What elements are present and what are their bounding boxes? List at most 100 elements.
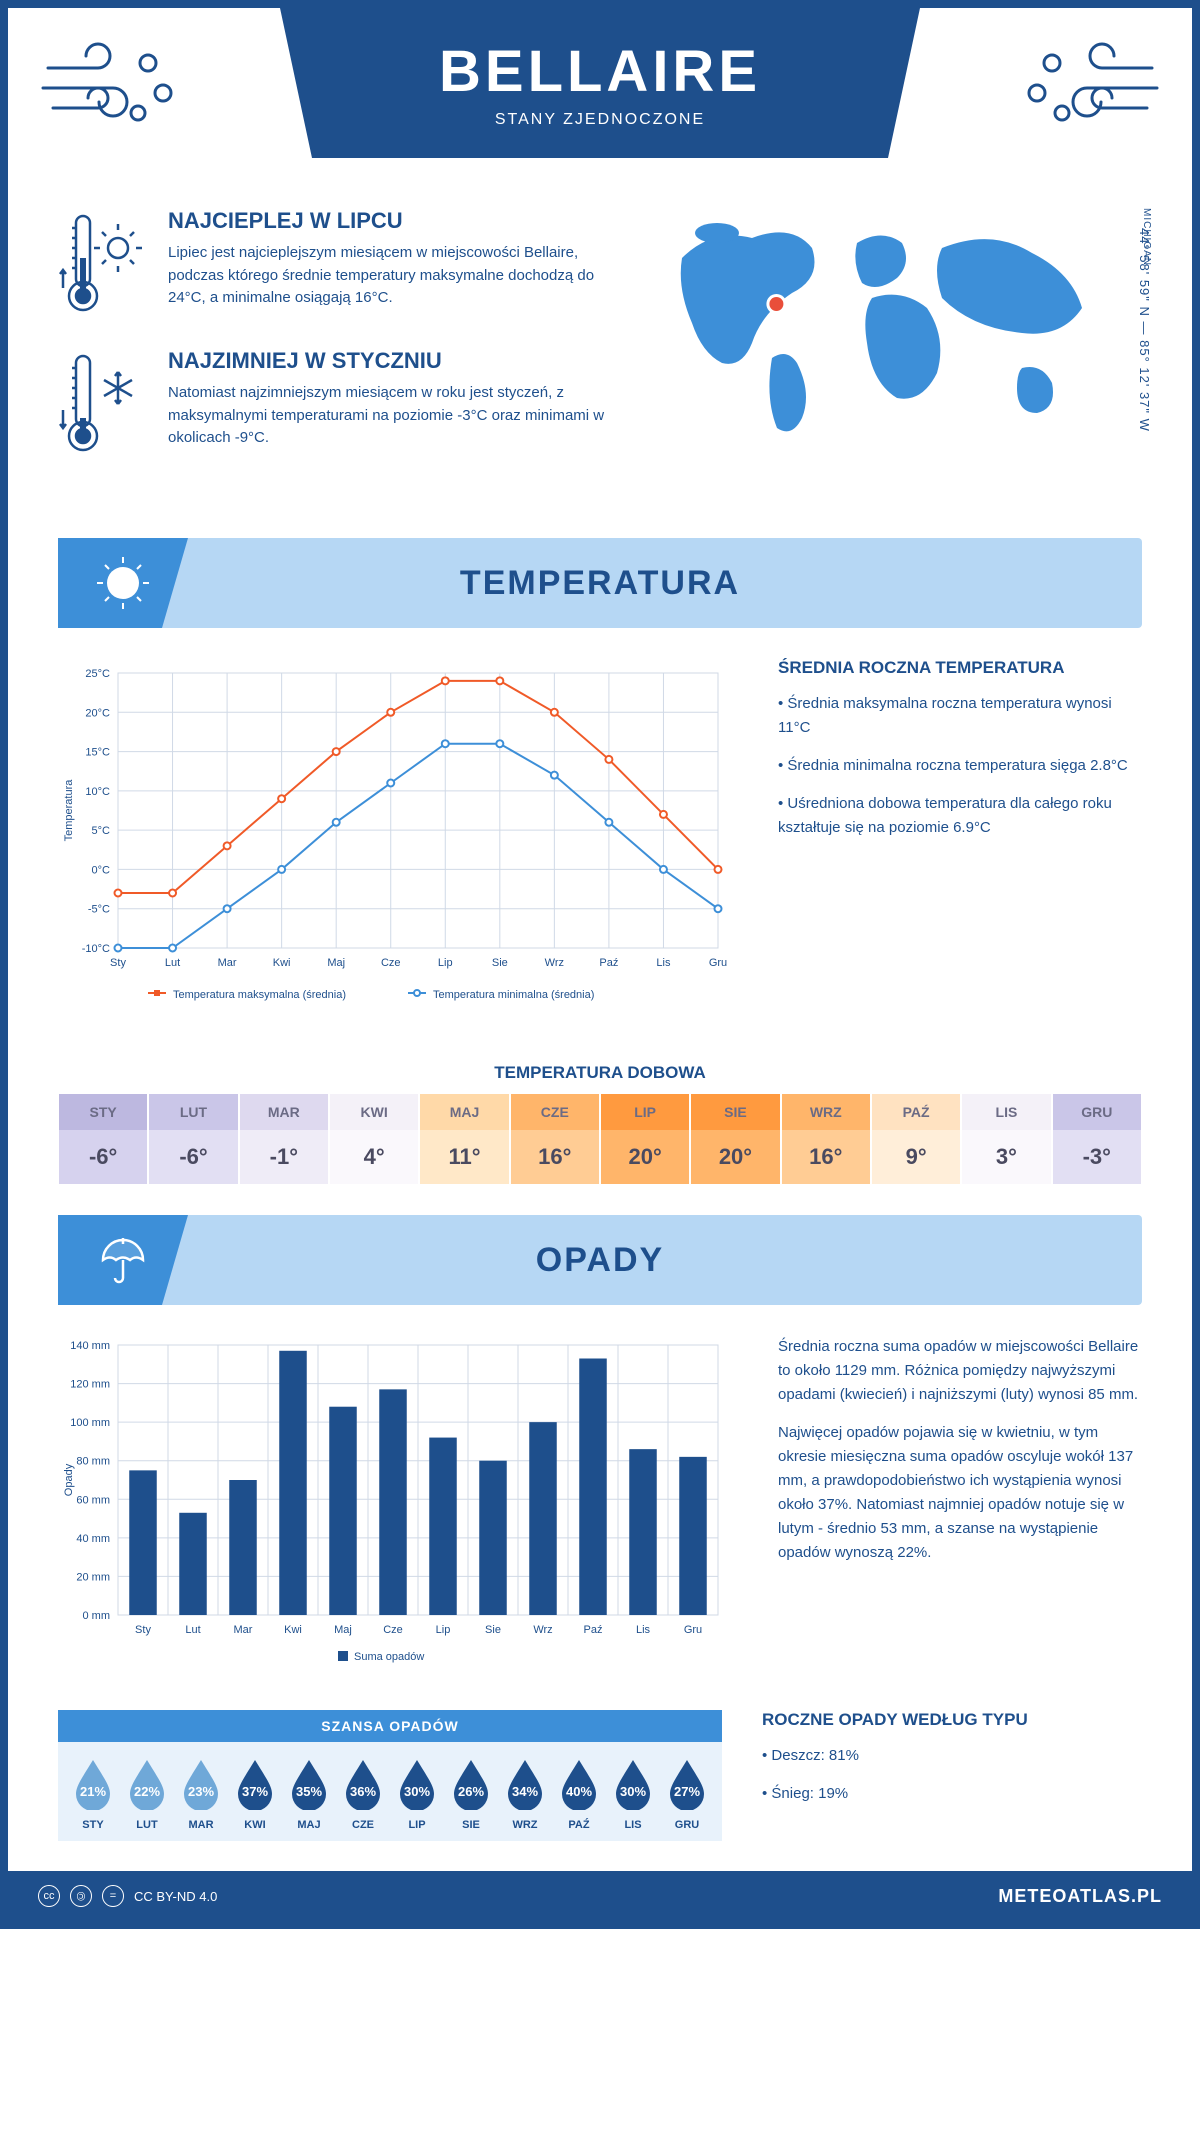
svg-text:-10°C: -10°C [82, 943, 110, 955]
svg-text:Gru: Gru [684, 1624, 702, 1636]
footer: cc 🄯 = CC BY-ND 4.0 METEOATLAS.PL [8, 1871, 1192, 1921]
svg-text:27%: 27% [674, 1784, 700, 1799]
raindrop-icon: 30% [610, 1756, 656, 1810]
svg-text:80 mm: 80 mm [76, 1456, 110, 1468]
svg-text:60 mm: 60 mm [76, 1494, 110, 1506]
cold-title: NAJZIMNIEJ W STYCZNIU [168, 348, 622, 374]
rain-chance-month: SIE [444, 1819, 498, 1831]
banner-corner [58, 1215, 188, 1305]
raindrop-icon: 30% [394, 1756, 440, 1810]
rain-chance-month: MAJ [282, 1819, 336, 1831]
raindrop-icon: 21% [70, 1756, 116, 1810]
temp-chart: -10°C-5°C0°C5°C10°C15°C20°C25°CStyLutMar… [58, 658, 738, 1023]
svg-text:36%: 36% [350, 1784, 376, 1799]
warm-block: NAJCIEPLEJ W LIPCU Lipiec jest najcieple… [58, 208, 622, 318]
rain-type-title: ROCZNE OPADY WEDŁUG TYPU [762, 1710, 1142, 1730]
rain-chance-title: SZANSA OPADÓW [58, 1710, 722, 1742]
temp-cell: SIE20° [690, 1093, 780, 1185]
temp-cell: MAR-1° [239, 1093, 329, 1185]
temp-section-title: TEMPERATURA [460, 564, 740, 603]
svg-text:Cze: Cze [383, 1624, 403, 1636]
svg-text:Kwi: Kwi [273, 957, 291, 969]
rain-chance-month: LUT [120, 1819, 174, 1831]
rain-side-text: Średnia roczna suma opadów w miejscowośc… [778, 1335, 1142, 1680]
nd-icon: = [102, 1885, 124, 1907]
temp-cell: KWI4° [329, 1093, 419, 1185]
svg-text:Wrz: Wrz [533, 1624, 552, 1636]
thermometer-cold-icon [58, 348, 148, 458]
svg-text:Sty: Sty [135, 1624, 151, 1636]
rain-type-1: • Deszcz: 81% [762, 1744, 1142, 1768]
temp-cell-value: -6° [149, 1130, 237, 1184]
temp-cell: WRZ16° [781, 1093, 871, 1185]
temp-cell: LIP20° [600, 1093, 690, 1185]
temp-cell-month: SIE [691, 1094, 779, 1130]
svg-text:10°C: 10°C [85, 786, 110, 798]
svg-text:Gru: Gru [709, 957, 727, 969]
rain-chance-month: KWI [228, 1819, 282, 1831]
svg-text:Cze: Cze [381, 957, 401, 969]
rain-banner: OPADY [58, 1215, 1142, 1305]
rain-bottom-row: SZANSA OPADÓW 21%STY 22% LUT23%MAR37% KWI35… [8, 1710, 1192, 1871]
rain-chance-cell: 23%MAR [174, 1756, 228, 1831]
cold-desc: Natomiast najzimniejszym miesiącem w rok… [168, 382, 622, 450]
intro-row: NAJCIEPLEJ W LIPCU Lipiec jest najcieple… [8, 188, 1192, 518]
temp-side-title: ŚREDNIA ROCZNA TEMPERATURA [778, 658, 1142, 678]
svg-text:Suma opadów: Suma opadów [354, 1651, 424, 1663]
license-text: CC BY-ND 4.0 [134, 1889, 217, 1904]
svg-text:Lip: Lip [436, 1624, 451, 1636]
svg-text:26%: 26% [458, 1784, 484, 1799]
warm-text: NAJCIEPLEJ W LIPCU Lipiec jest najcieple… [168, 208, 622, 318]
temp-cell-value: -6° [59, 1130, 147, 1184]
temp-cell: STY-6° [58, 1093, 148, 1185]
raindrop-icon: 37% [232, 1756, 278, 1810]
svg-text:Lip: Lip [438, 957, 453, 969]
cold-block: NAJZIMNIEJ W STYCZNIU Natomiast najzimni… [58, 348, 622, 458]
rain-p1: Średnia roczna suma opadów w miejscowośc… [778, 1335, 1142, 1407]
rain-chance-cell: 35%MAJ [282, 1756, 336, 1831]
svg-text:Maj: Maj [327, 957, 345, 969]
temp-cell: MAJ11° [419, 1093, 509, 1185]
temp-cell-month: LIP [601, 1094, 689, 1130]
brand-label: METEOATLAS.PL [998, 1886, 1162, 1907]
raindrop-icon: 26% [448, 1756, 494, 1810]
warm-desc: Lipiec jest najcieplejszym miesiącem w m… [168, 242, 622, 310]
rain-chance-cell: 21%STY [66, 1756, 120, 1831]
banner-corner [58, 538, 188, 628]
temp-cell-value: 16° [511, 1130, 599, 1184]
svg-text:Mar: Mar [234, 1624, 253, 1636]
header: BELLAIRE STANY ZJEDNOCZONE [8, 8, 1192, 188]
rain-chance-cell: 36%CZE [336, 1756, 390, 1831]
svg-text:140 mm: 140 mm [70, 1340, 110, 1352]
wind-icon [1012, 38, 1162, 138]
svg-text:0°C: 0°C [92, 864, 111, 876]
rain-type-2: • Śnieg: 19% [762, 1782, 1142, 1806]
rain-type-text: ROCZNE OPADY WEDŁUG TYPU • Deszcz: 81% •… [762, 1710, 1142, 1841]
rain-chance-month: MAR [174, 1819, 228, 1831]
daily-temp-title: TEMPERATURA DOBOWA [8, 1063, 1192, 1083]
daily-temp-table: STY-6°LUT-6°MAR-1°KWI4°MAJ11°CZE16°LIP20… [58, 1093, 1142, 1185]
svg-text:Lut: Lut [185, 1624, 200, 1636]
svg-text:Lut: Lut [165, 957, 180, 969]
svg-text:0 mm: 0 mm [83, 1610, 111, 1622]
temp-cell-month: GRU [1053, 1094, 1141, 1130]
cc-icon: cc [38, 1885, 60, 1907]
svg-text:30%: 30% [620, 1784, 646, 1799]
svg-text:Temperatura maksymalna (średni: Temperatura maksymalna (średnia) [173, 989, 346, 1001]
svg-text:Sty: Sty [110, 957, 126, 969]
svg-text:100 mm: 100 mm [70, 1417, 110, 1429]
rain-chance-box: SZANSA OPADÓW 21%STY 22% LUT23%MAR37% KWI35… [58, 1710, 722, 1841]
svg-text:Lis: Lis [636, 1624, 651, 1636]
temp-cell-month: LUT [149, 1094, 237, 1130]
svg-text:21%: 21% [80, 1784, 106, 1799]
rain-chance-month: WRZ [498, 1819, 552, 1831]
svg-text:120 mm: 120 mm [70, 1379, 110, 1391]
rain-chance-cell: 37% KWI [228, 1756, 282, 1831]
temp-banner: TEMPERATURA [58, 538, 1142, 628]
temp-cell: LUT-6° [148, 1093, 238, 1185]
svg-text:Opady: Opady [63, 1463, 75, 1496]
svg-text:22%: 22% [134, 1784, 160, 1799]
rain-chance-cell: 40%PAŹ [552, 1756, 606, 1831]
rain-chance-month: LIS [606, 1819, 660, 1831]
raindrop-icon: 34% [502, 1756, 548, 1810]
